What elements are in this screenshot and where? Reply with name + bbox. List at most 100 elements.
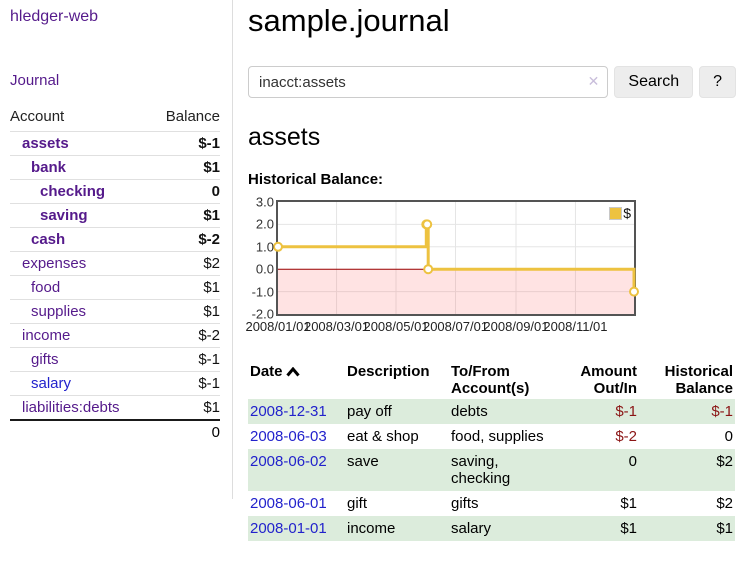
x-tick-label: 2008/11/01 xyxy=(543,319,608,334)
account-balance: $1 xyxy=(150,299,220,324)
account-balance: $1 xyxy=(150,155,220,180)
transaction-accounts: saving, checking xyxy=(451,453,511,487)
main-content: sample.journal ✕ Search ? assets Histori… xyxy=(245,0,736,541)
transaction-balance: $2 xyxy=(716,495,733,512)
transaction-date-link[interactable]: 2008-01-01 xyxy=(250,520,327,537)
account-row: liabilities:debts $1 xyxy=(10,395,220,420)
chart-x-axis: 2008/01/01 2008/03/01 2008/05/01 2008/07/01… xyxy=(245,319,634,337)
accounts-col-balance: Balance xyxy=(165,108,220,125)
clear-search-icon[interactable]: ✕ xyxy=(587,73,600,89)
col-tofrom-accounts: To/From Account(s) xyxy=(451,363,530,397)
transaction-balance: $-1 xyxy=(711,403,733,420)
chart-plot-area: 3.0 2.0 1.0 0.0 -1.0 -2.0 $ xyxy=(252,195,639,322)
account-row: expenses $2 xyxy=(10,251,220,276)
account-balance: $-1 xyxy=(150,371,220,396)
accounts-col-account: Account xyxy=(10,108,65,125)
transaction-date-link[interactable]: 2008-06-01 xyxy=(250,495,327,512)
transaction-description: save xyxy=(347,453,379,470)
app-title[interactable]: hledger-web xyxy=(10,8,99,25)
transaction-date-link[interactable]: 2008-06-02 xyxy=(250,453,327,470)
account-link-expenses[interactable]: expenses xyxy=(22,255,87,272)
chart-legend: $ xyxy=(609,205,631,221)
x-tick-label: 2008/01/01 xyxy=(245,319,311,334)
y-tick-label: 2.0 xyxy=(255,216,274,232)
transaction-amount: $-2 xyxy=(615,428,637,445)
transaction-description: gift xyxy=(347,495,368,512)
col-date[interactable]: Date xyxy=(248,361,345,399)
transaction-row[interactable]: 2008-06-03 eat & shop food, supplies $-2… xyxy=(248,424,735,449)
transaction-description: eat & shop xyxy=(347,428,419,445)
col-description: Description xyxy=(347,363,430,380)
historical-balance-chart: 3.0 2.0 1.0 0.0 -1.0 -2.0 $ 2008/01/01 2008/03… xyxy=(245,195,736,337)
transaction-date-link[interactable]: 2008-12-31 xyxy=(250,403,327,420)
data-point-marker xyxy=(423,264,434,275)
account-row: income $-2 xyxy=(10,323,220,348)
account-balance: $-2 xyxy=(150,323,220,348)
x-tick-label: 2008/05/01 xyxy=(363,319,429,334)
account-link-liabilities-debts[interactable]: liabilities:debts xyxy=(22,399,120,416)
chart-title: Historical Balance: xyxy=(248,171,384,188)
account-balance: $-2 xyxy=(150,227,220,252)
sidebar-item-journal[interactable]: Journal xyxy=(10,72,60,89)
transaction-row[interactable]: 2008-12-31 pay off debts $-1 $-1 xyxy=(248,399,735,424)
account-row: checking 0 xyxy=(10,179,220,204)
accounts-total-row: 0 xyxy=(10,419,220,444)
page-title: sample.journal xyxy=(248,3,450,38)
account-row: bank $1 xyxy=(10,155,220,180)
accounts-total: 0 xyxy=(150,419,220,444)
transaction-row[interactable]: 2008-06-01 gift gifts $1 $2 xyxy=(248,491,735,516)
account-balance: $-1 xyxy=(150,347,220,372)
y-tick-label: 3.0 xyxy=(255,194,274,210)
help-button[interactable]: ? xyxy=(699,66,736,98)
account-link-salary[interactable]: salary xyxy=(31,375,72,392)
sidebar-nav: Journal xyxy=(10,72,220,90)
account-balance: $1 xyxy=(150,203,220,228)
sort-ascending-icon xyxy=(285,366,300,377)
transaction-accounts: debts xyxy=(451,403,488,420)
transactions-table: Date Description To/From Account(s) Amou… xyxy=(248,361,735,541)
account-row: salary $-1 xyxy=(10,371,220,396)
account-balance: $2 xyxy=(150,251,220,276)
transaction-date-link[interactable]: 2008-06-03 xyxy=(250,428,327,445)
transaction-amount: $1 xyxy=(620,520,637,537)
y-tick-label: -1.0 xyxy=(251,284,274,300)
data-point-marker xyxy=(629,286,639,297)
account-link-checking[interactable]: checking xyxy=(40,183,106,200)
legend-label: $ xyxy=(623,205,631,221)
account-link-cash[interactable]: cash xyxy=(31,231,66,248)
account-row: assets $-1 xyxy=(10,131,220,156)
data-point-marker xyxy=(273,241,283,252)
transaction-row[interactable]: 2008-01-01 income salary $1 $1 xyxy=(248,516,735,541)
y-tick-label: 0.0 xyxy=(255,261,274,277)
search-bar: ✕ Search ? xyxy=(248,66,736,98)
chart-y-axis: 3.0 2.0 1.0 0.0 -1.0 -2.0 xyxy=(248,195,274,322)
account-row: supplies $1 xyxy=(10,299,220,324)
transaction-amount: $1 xyxy=(620,495,637,512)
x-tick-label: 2008/03/01 xyxy=(303,319,370,334)
search-input[interactable] xyxy=(248,66,609,98)
account-link-bank[interactable]: bank xyxy=(31,159,67,176)
account-row: saving $1 xyxy=(10,203,220,228)
y-tick-label: -2.0 xyxy=(251,306,274,322)
account-balance: $1 xyxy=(150,275,220,300)
transaction-row[interactable]: 2008-06-02 save saving, checking 0 $2 xyxy=(248,449,735,491)
account-row: cash $-2 xyxy=(10,227,220,252)
account-link-assets[interactable]: assets xyxy=(22,135,69,152)
account-link-income[interactable]: income xyxy=(22,327,71,344)
x-tick-label: 2008/09/01 xyxy=(483,319,549,334)
transaction-description: pay off xyxy=(347,403,392,420)
search-button[interactable]: Search xyxy=(614,66,694,98)
account-link-food[interactable]: food xyxy=(31,279,61,296)
transaction-balance: 0 xyxy=(724,428,733,445)
col-historical-balance: Historical Balance xyxy=(664,363,733,397)
account-row: food $1 xyxy=(10,275,220,300)
transaction-balance: $1 xyxy=(716,520,733,537)
transaction-accounts: gifts xyxy=(451,495,479,512)
account-link-supplies[interactable]: supplies xyxy=(31,303,87,320)
account-link-saving[interactable]: saving xyxy=(40,207,88,224)
col-amount: Amount Out/In xyxy=(580,363,637,397)
transaction-description: income xyxy=(347,520,396,537)
legend-swatch xyxy=(609,206,623,220)
account-link-gifts[interactable]: gifts xyxy=(31,351,59,368)
